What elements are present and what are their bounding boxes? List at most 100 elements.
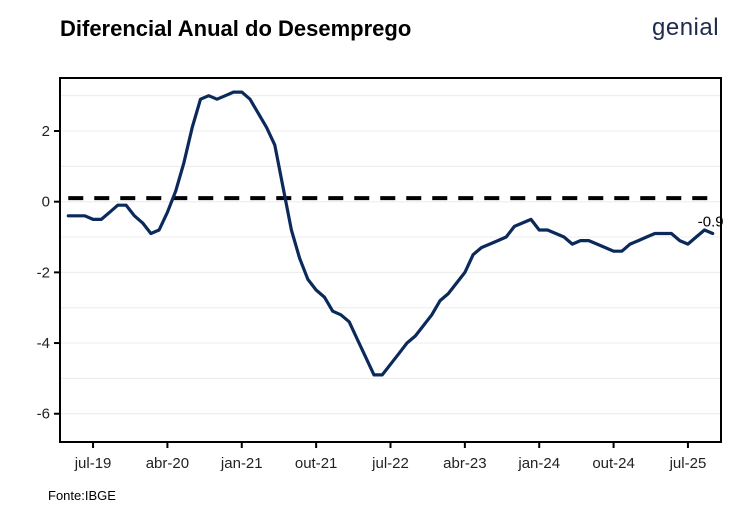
data-point bbox=[75, 215, 78, 217]
data-point bbox=[348, 321, 350, 323]
data-point bbox=[703, 229, 706, 231]
data-point bbox=[670, 232, 673, 235]
data-point bbox=[563, 236, 565, 238]
series-group bbox=[66, 90, 715, 377]
data-point bbox=[678, 239, 681, 242]
data-point bbox=[249, 98, 251, 101]
data-point bbox=[604, 246, 607, 249]
data-point bbox=[513, 225, 516, 228]
data-point bbox=[397, 352, 400, 355]
y-tick-label: 0 bbox=[42, 194, 50, 211]
data-point bbox=[439, 299, 441, 302]
data-point bbox=[480, 246, 483, 249]
x-tick-label: jan-21 bbox=[220, 455, 263, 472]
data-point bbox=[621, 250, 623, 252]
data-point bbox=[530, 218, 532, 221]
data-point bbox=[505, 236, 507, 238]
x-tick-label: out-24 bbox=[592, 455, 635, 472]
data-point bbox=[588, 239, 590, 242]
data-point bbox=[340, 313, 342, 316]
y-tick-label: -2 bbox=[37, 264, 50, 281]
data-point bbox=[596, 243, 598, 245]
data-point bbox=[141, 222, 144, 224]
gridlines bbox=[60, 95, 721, 415]
data-point bbox=[381, 374, 384, 376]
data-point bbox=[538, 229, 541, 231]
data-point bbox=[554, 232, 557, 235]
data-point bbox=[422, 324, 425, 327]
data-point bbox=[133, 215, 136, 217]
data-point bbox=[315, 289, 317, 291]
y-tick-label: 2 bbox=[42, 123, 50, 140]
data-point bbox=[447, 292, 450, 295]
data-point bbox=[654, 232, 656, 235]
data-point bbox=[455, 282, 458, 284]
data-point bbox=[546, 229, 549, 231]
data-point bbox=[612, 250, 615, 252]
x-tick-label: abr-23 bbox=[443, 455, 486, 472]
data-point bbox=[307, 278, 309, 281]
data-point bbox=[191, 126, 193, 129]
data-point bbox=[662, 232, 664, 235]
data-point bbox=[117, 204, 119, 207]
data-point bbox=[274, 144, 276, 146]
x-tick-label: jul-22 bbox=[371, 455, 409, 472]
data-point bbox=[100, 218, 103, 221]
data-point bbox=[414, 335, 417, 337]
data-point bbox=[629, 243, 631, 245]
plot-frame bbox=[59, 77, 722, 443]
data-point bbox=[166, 211, 169, 214]
data-point bbox=[207, 94, 210, 97]
data-point bbox=[108, 211, 111, 214]
data-point bbox=[331, 310, 334, 313]
data-point bbox=[240, 91, 243, 93]
data-point bbox=[232, 91, 235, 93]
brand-logo: genial bbox=[652, 14, 720, 41]
x-tick-label: jan-24 bbox=[517, 455, 560, 472]
data-point bbox=[637, 239, 640, 242]
data-point bbox=[431, 313, 433, 316]
data-point bbox=[290, 229, 293, 231]
x-tick-label: abr-20 bbox=[146, 455, 189, 472]
data-point bbox=[695, 236, 698, 238]
data-point bbox=[579, 239, 582, 242]
data-point bbox=[711, 232, 714, 235]
data-point bbox=[92, 218, 94, 221]
data-point bbox=[67, 215, 70, 217]
axes bbox=[54, 77, 722, 448]
tick-labels: -0.9 -6 -4 -2 0 2 jul-19 abr-20 jan-21 out-21 jul-… bbox=[37, 123, 724, 472]
data-point bbox=[472, 253, 474, 256]
x-tick-label: jul-25 bbox=[669, 455, 707, 472]
data-point bbox=[224, 94, 227, 97]
data-point bbox=[174, 190, 177, 192]
data-point bbox=[687, 243, 689, 245]
data-point bbox=[406, 342, 408, 344]
series-line bbox=[66, 90, 715, 377]
data-point bbox=[158, 229, 160, 231]
data-point bbox=[298, 257, 301, 260]
data-point bbox=[83, 215, 86, 217]
data-point bbox=[497, 239, 499, 242]
data-point bbox=[645, 236, 648, 238]
data-point bbox=[183, 162, 185, 164]
source-note: Fonte:IBGE bbox=[48, 488, 116, 503]
y-tick-label: -4 bbox=[37, 335, 50, 352]
data-point bbox=[150, 232, 152, 235]
data-point bbox=[389, 363, 392, 366]
data-point bbox=[356, 338, 359, 341]
chart-title: Diferencial Anual do Desemprego bbox=[60, 16, 412, 41]
data-point bbox=[265, 126, 268, 129]
data-point bbox=[282, 186, 284, 189]
x-tick-label: jul-19 bbox=[74, 455, 112, 472]
data-point bbox=[571, 243, 574, 245]
data-point bbox=[373, 374, 375, 376]
data-point bbox=[364, 356, 367, 358]
x-tick-label: out-21 bbox=[295, 455, 338, 472]
end-value-label: -0.9 bbox=[698, 213, 724, 230]
data-point bbox=[488, 243, 491, 245]
data-point bbox=[323, 296, 326, 298]
data-point bbox=[199, 98, 202, 101]
data-point bbox=[521, 222, 524, 224]
y-tick-label: -6 bbox=[37, 406, 50, 423]
